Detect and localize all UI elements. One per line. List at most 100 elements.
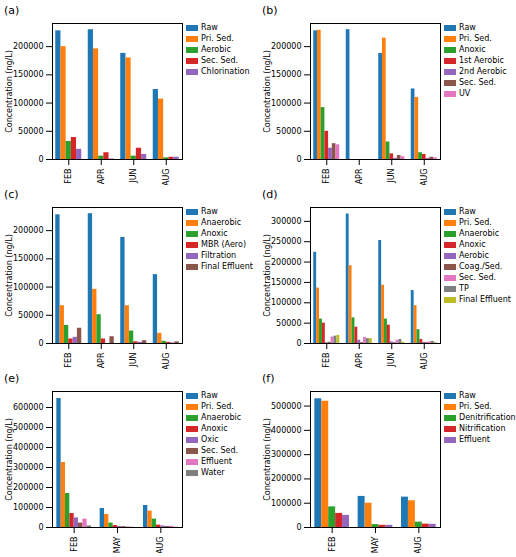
svg-text:FEB: FEB	[64, 353, 73, 368]
svg-text:JUN: JUN	[129, 352, 138, 367]
svg-text:APR: APR	[355, 352, 364, 368]
svg-text:100000: 100000	[271, 499, 302, 508]
svg-text:250000: 250000	[271, 237, 302, 246]
svg-text:150000: 150000	[271, 70, 302, 79]
html-text:Coag./Sed.: Coag./Sed.	[459, 262, 503, 271]
svg-text:AUG: AUG	[414, 537, 423, 554]
svg-text:Concentration (ng/L): Concentration (ng/L)	[5, 50, 14, 133]
html-text:UV: UV	[459, 89, 471, 98]
svg-text:FEB: FEB	[70, 537, 79, 552]
html-text:(e): (e)	[4, 372, 20, 385]
html-text:TP: TP	[459, 284, 469, 293]
html-text:Raw: Raw	[459, 207, 476, 216]
html-text:1st Aerobic: 1st Aerobic	[459, 56, 504, 65]
svg-text:MAY: MAY	[371, 536, 380, 553]
svg-text:400000: 400000	[13, 443, 44, 452]
html-text:Sec. Sed.: Sec. Sed.	[201, 56, 239, 65]
svg-text:Concentration (ng/L): Concentration (ng/L)	[263, 234, 272, 317]
html-text:Anaerobic: Anaerobic	[201, 413, 242, 422]
svg-text:Concentration (ng/L): Concentration (ng/L)	[5, 418, 14, 501]
svg-text:200000: 200000	[271, 42, 302, 51]
svg-text:MAY: MAY	[113, 536, 122, 553]
svg-text:0: 0	[38, 523, 43, 532]
html-text:Anoxic: Anoxic	[459, 45, 486, 54]
svg-text:FEB: FEB	[322, 169, 331, 184]
svg-text:150000: 150000	[13, 254, 44, 263]
svg-text:600000: 600000	[13, 403, 44, 412]
html-text:Anaerobic: Anaerobic	[459, 229, 500, 238]
svg-text:JUN: JUN	[387, 352, 396, 367]
svg-text:200000: 200000	[13, 226, 44, 235]
html-text:2nd Aerobic: 2nd Aerobic	[459, 67, 507, 76]
html-text:Aerobic: Aerobic	[201, 45, 231, 54]
svg-text:200000: 200000	[271, 474, 302, 483]
svg-text:100000: 100000	[13, 283, 44, 292]
html-text:Sec. Sed.: Sec. Sed.	[459, 273, 497, 282]
svg-text:0: 0	[296, 155, 301, 164]
svg-text:50000: 50000	[276, 319, 301, 328]
svg-text:JUN: JUN	[387, 168, 396, 183]
html-text:Sec. Sed.: Sec. Sed.	[459, 78, 497, 87]
html-text:Anoxic: Anoxic	[201, 424, 228, 433]
html-text:(c): (c)	[4, 188, 19, 201]
svg-text:AUG: AUG	[420, 169, 429, 186]
html-text:Final Effluent: Final Effluent	[201, 262, 253, 271]
svg-text:FEB: FEB	[328, 537, 337, 552]
html-text:Filtration: Filtration	[201, 251, 237, 260]
svg-text:0: 0	[38, 155, 43, 164]
svg-text:150000: 150000	[13, 70, 44, 79]
svg-text:AUG: AUG	[162, 353, 171, 370]
svg-text:Concentration (ng/L): Concentration (ng/L)	[5, 234, 14, 317]
svg-text:100000: 100000	[13, 503, 44, 512]
svg-text:50000: 50000	[276, 127, 301, 136]
svg-text:APR: APR	[97, 168, 106, 184]
html-text:Raw: Raw	[201, 23, 218, 32]
svg-text:300000: 300000	[271, 450, 302, 459]
svg-text:100000: 100000	[13, 99, 44, 108]
svg-text:400000: 400000	[271, 426, 302, 435]
html-text:Pri. Sed.: Pri. Sed.	[201, 402, 234, 411]
html-text:Pri. Sed.: Pri. Sed.	[201, 34, 234, 43]
svg-text:100000: 100000	[271, 298, 302, 307]
svg-text:JUN: JUN	[129, 168, 138, 183]
html-text:Anaerobic: Anaerobic	[201, 218, 242, 227]
svg-text:Concentration (ng/L): Concentration (ng/L)	[263, 418, 272, 501]
svg-text:AUG: AUG	[156, 537, 165, 554]
svg-text:100000: 100000	[271, 99, 302, 108]
svg-text:FEB: FEB	[322, 353, 331, 368]
html-text:Final Effluent: Final Effluent	[459, 295, 511, 304]
html-text:Raw: Raw	[201, 391, 218, 400]
svg-text:AUG: AUG	[162, 169, 171, 186]
html-text:(d): (d)	[262, 188, 278, 201]
html-text:(a): (a)	[4, 4, 20, 17]
svg-text:AUG: AUG	[420, 353, 429, 370]
html-text:Aerobic: Aerobic	[459, 251, 489, 260]
svg-text:300000: 300000	[271, 217, 302, 226]
html-text:MBR (Aero): MBR (Aero)	[201, 240, 246, 249]
svg-text:Concentration (ng/L): Concentration (ng/L)	[263, 50, 272, 133]
svg-text:APR: APR	[355, 168, 364, 184]
svg-text:200000: 200000	[271, 258, 302, 267]
svg-text:0: 0	[296, 523, 301, 532]
svg-text:500000: 500000	[13, 423, 44, 432]
svg-text:50000: 50000	[18, 311, 43, 320]
html-text:Anoxic: Anoxic	[459, 240, 486, 249]
html-text:Raw: Raw	[459, 23, 476, 32]
html-text:Raw: Raw	[201, 207, 218, 216]
html-text:Pri. Sed.: Pri. Sed.	[459, 34, 492, 43]
svg-text:150000: 150000	[271, 278, 302, 287]
html-text:(b): (b)	[262, 4, 278, 17]
html-text:Pri. Sed.: Pri. Sed.	[459, 218, 492, 227]
svg-text:50000: 50000	[18, 127, 43, 136]
html-text:(f): (f)	[262, 372, 275, 385]
svg-text:0: 0	[38, 339, 43, 348]
svg-text:200000: 200000	[13, 483, 44, 492]
html-text:Chlorination: Chlorination	[201, 67, 250, 76]
svg-text:0: 0	[296, 339, 301, 348]
svg-text:500000: 500000	[271, 402, 302, 411]
svg-text:200000: 200000	[13, 42, 44, 51]
svg-text:FEB: FEB	[64, 169, 73, 184]
svg-text:300000: 300000	[13, 463, 44, 472]
html-text:Anoxic: Anoxic	[201, 229, 228, 238]
svg-text:APR: APR	[97, 352, 106, 368]
